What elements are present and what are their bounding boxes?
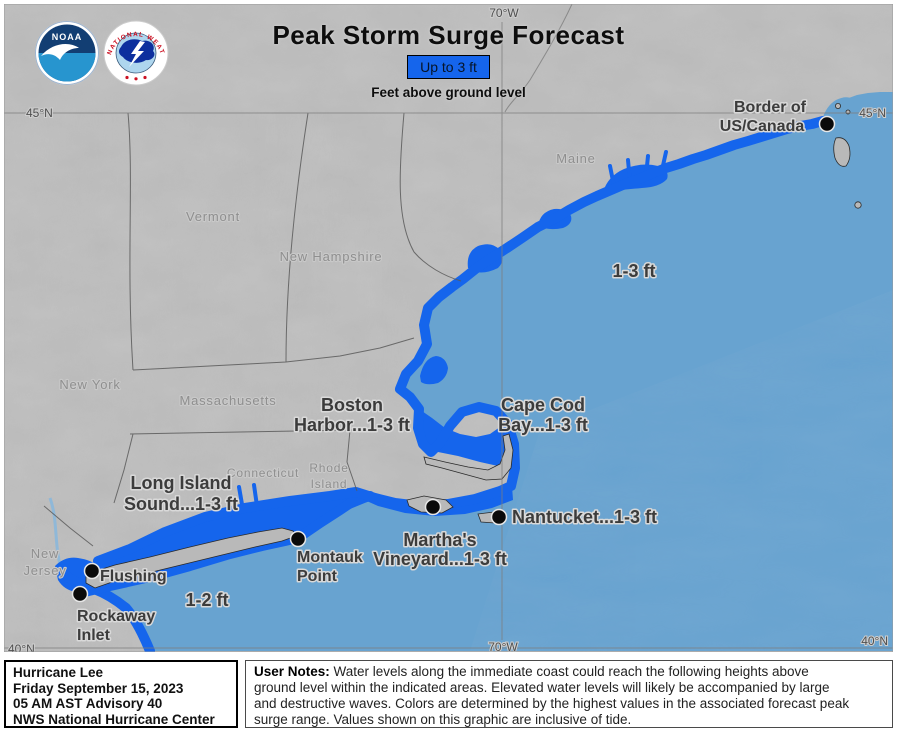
label-surge-1-3ft: 1-3 ft [612, 261, 655, 281]
label-border-us-canada-2: US/Canada [720, 118, 805, 135]
nws-logo: NATIONAL WEATHER SERVICE [103, 20, 169, 86]
advisory-date: Friday September 15, 2023 [13, 680, 184, 696]
grid-label-70w-bottom: 70°W [488, 640, 518, 654]
issuing-center: NWS National Hurricane Center [13, 711, 215, 727]
label-surge-1-2ft: 1-2 ft [185, 590, 228, 610]
legend-swatch-up-to-3ft: Up to 3 ft [407, 55, 490, 79]
point-markers [71, 115, 836, 603]
label-boston-harbor-2: Harbor...1-3 ft [294, 415, 410, 435]
agency-logos: NOAA NATIONAL WEATHER SERVICE [34, 20, 169, 86]
forecast-map: Maine Vermont New Hampshire New York Mas… [4, 4, 893, 655]
page-title: Peak Storm Surge Forecast [272, 20, 625, 50]
grid-label-40n-right: 40°N [861, 634, 888, 648]
noaa-seagull [41, 44, 79, 60]
grid-label-45n-right: 45°N [859, 106, 886, 120]
grand-manan-island [833, 137, 851, 167]
noaa-logo: NOAA [35, 21, 99, 85]
nws-stars [125, 75, 147, 81]
footer-bar: Hurricane Lee Friday September 15, 2023 … [4, 655, 893, 732]
marker-flushing [83, 562, 101, 580]
grid-label-70w-top: 70°W [489, 6, 519, 20]
grid-label-40n-left: 40°N [8, 642, 35, 655]
label-montauk-point-2: Point [297, 568, 338, 585]
state-label-rhode-island-2: Island [311, 477, 348, 491]
marker-marthas-vineyard [424, 498, 442, 516]
state-label-connecticut: Connecticut [227, 466, 299, 480]
surge-legend: Up to 3 ft [0, 55, 897, 79]
label-rockaway-inlet-2: Inlet [77, 627, 111, 644]
state-label-maine: Maine [556, 151, 595, 166]
marker-rockaway-inlet [71, 585, 89, 603]
label-cape-cod-bay-2: Bay...1-3 ft [498, 415, 588, 435]
label-border-us-canada: Border of [734, 99, 807, 116]
label-long-island-sound: Long Island [131, 473, 232, 493]
noaa-logo-text: NOAA [52, 32, 83, 42]
nws-lightning-bolt [129, 41, 145, 67]
hudson-river [48, 497, 63, 569]
state-label-massachusetts: Massachusetts [179, 393, 276, 408]
state-label-new-jersey-2: Jersey [23, 563, 66, 578]
label-long-island-sound-2: Sound...1-3 ft [124, 494, 238, 514]
state-label-rhode-island: Rhode [309, 461, 348, 475]
label-marthas-vineyard: Martha's [403, 530, 476, 550]
state-borders [43, 4, 573, 547]
storm-info-box: Hurricane Lee Friday September 15, 2023 … [4, 660, 238, 728]
label-nantucket: Nantucket...1-3 ft [512, 507, 657, 527]
user-notes-text: Water levels along the immediate coast c… [254, 664, 850, 727]
grid-label-45n-left: 45°N [26, 106, 53, 120]
marker-border-us-canada [818, 115, 836, 133]
state-label-new-hampshire: New Hampshire [280, 249, 383, 264]
marker-montauk-point [289, 530, 307, 548]
islands [85, 103, 862, 589]
label-cape-cod-bay: Cape Cod [501, 395, 585, 415]
long-island [85, 527, 297, 589]
user-notes-box: User Notes: Water levels along the immed… [245, 660, 893, 728]
label-marthas-vineyard-2: Vineyard...1-3 ft [373, 549, 507, 569]
storm-name: Hurricane Lee [13, 665, 104, 680]
advisory-number: 05 AM AST Advisory 40 [13, 696, 163, 711]
label-flushing: Flushing [100, 568, 167, 585]
cape-cod-arm [423, 433, 514, 481]
label-montauk-point: Montauk [297, 549, 363, 566]
label-boston-harbor: Boston [321, 395, 383, 415]
state-label-new-york: New York [59, 377, 120, 392]
marker-nantucket [490, 508, 508, 526]
label-rockaway-inlet: Rockaway [77, 608, 155, 625]
user-notes-label: User Notes: [254, 664, 330, 679]
passamaquoddy-bay [822, 97, 854, 121]
graticule [4, 22, 893, 649]
state-label-vermont: Vermont [186, 209, 240, 224]
state-label-new-jersey: New [31, 546, 59, 561]
legend-caption: Feet above ground level [371, 85, 526, 100]
